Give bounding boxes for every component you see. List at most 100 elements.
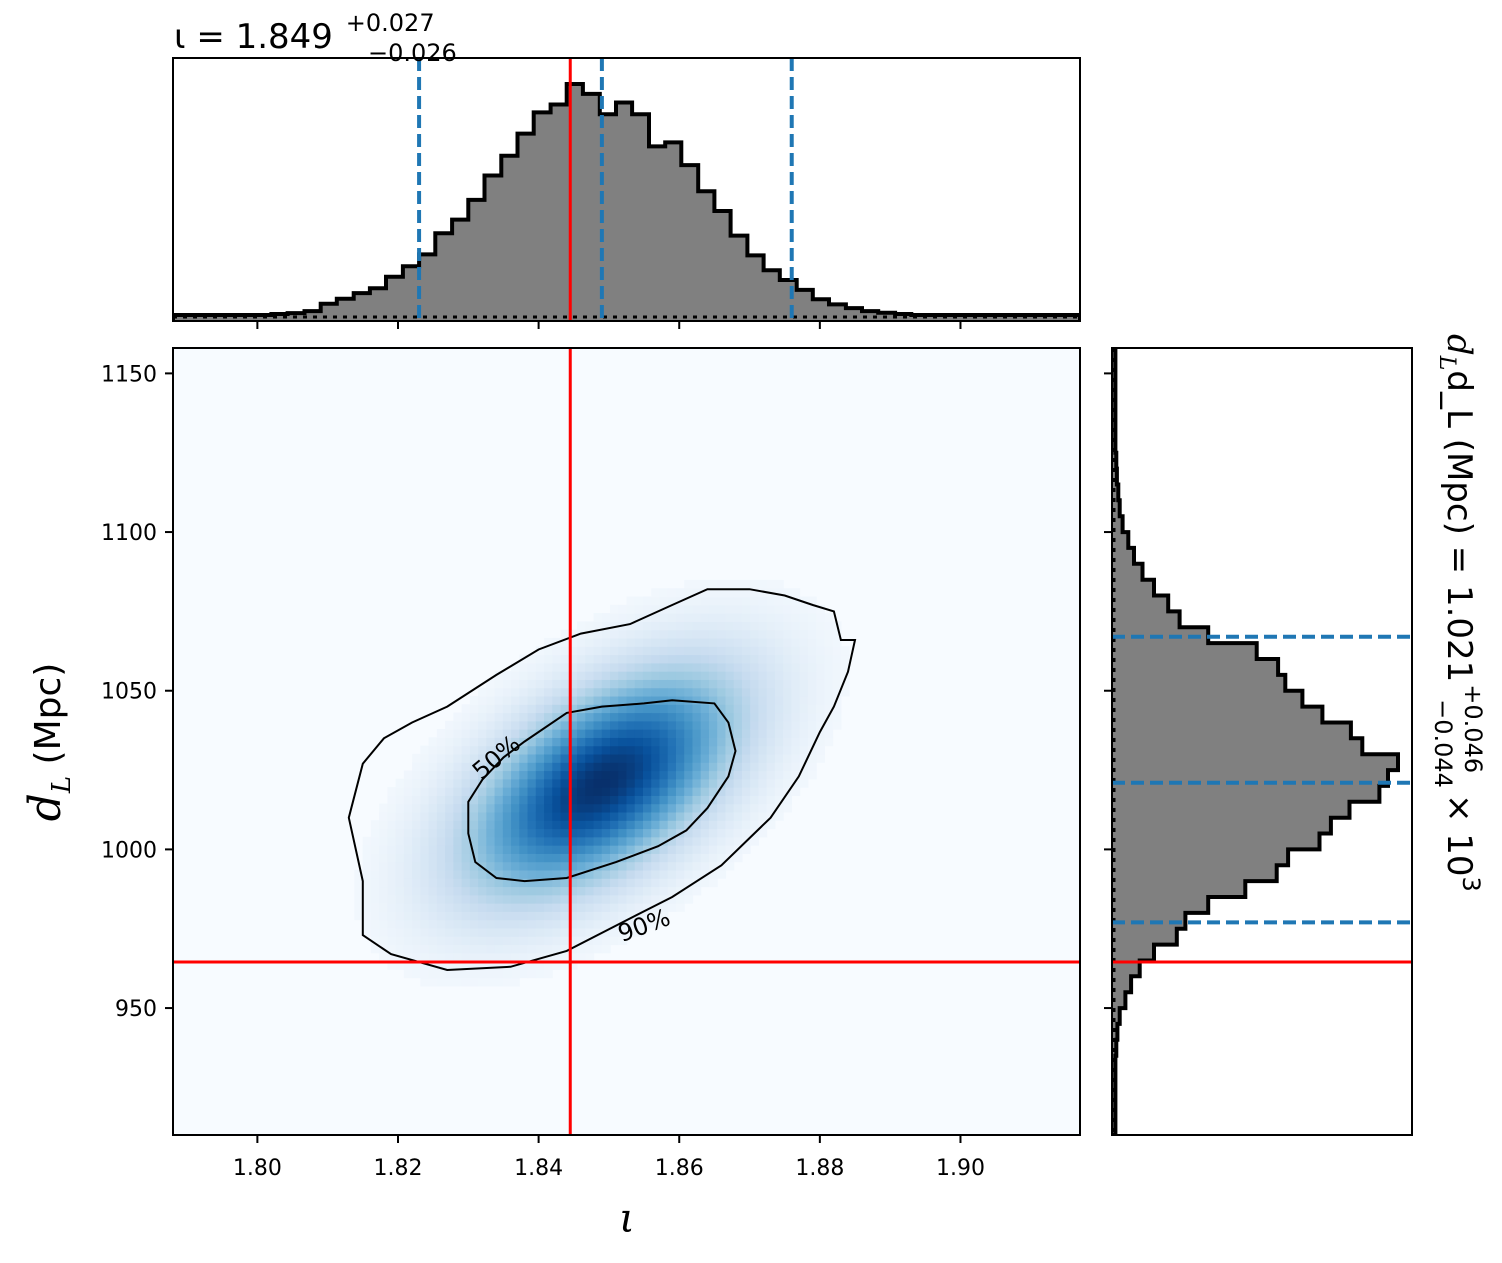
density-cell bbox=[593, 745, 603, 755]
density-cell bbox=[692, 662, 702, 672]
density-cell bbox=[403, 944, 413, 954]
density-cell bbox=[832, 712, 842, 722]
density-cell bbox=[692, 820, 702, 830]
density-cell bbox=[774, 695, 784, 705]
density-cell bbox=[412, 853, 421, 863]
density-cell bbox=[708, 695, 718, 705]
density-cell bbox=[445, 737, 454, 747]
density-cell bbox=[766, 596, 776, 606]
density-cell bbox=[634, 911, 644, 921]
density-cell bbox=[642, 704, 652, 714]
marginal-x-title: ι = 1.849 +0.027 −0.026 bbox=[174, 0, 457, 67]
density-cell bbox=[708, 753, 718, 763]
density-cell bbox=[535, 795, 545, 805]
density-cell bbox=[478, 952, 487, 962]
density-cell bbox=[354, 878, 364, 888]
density-cell bbox=[478, 712, 487, 722]
density-cell bbox=[379, 820, 388, 830]
density-cell bbox=[362, 927, 372, 937]
density-cell bbox=[750, 613, 760, 622]
density-cell bbox=[791, 729, 801, 738]
density-cell bbox=[593, 662, 603, 672]
density-cell bbox=[610, 695, 619, 705]
density-cell bbox=[667, 712, 677, 722]
density-cell bbox=[717, 820, 727, 830]
density-cell bbox=[436, 745, 446, 755]
density-cell bbox=[791, 695, 801, 705]
density-cell bbox=[618, 613, 628, 622]
density-cell bbox=[659, 753, 669, 763]
density-cell bbox=[486, 720, 496, 730]
density-cell bbox=[741, 712, 751, 722]
density-cell bbox=[527, 704, 537, 714]
density-cell bbox=[708, 828, 718, 838]
density-cell bbox=[428, 803, 438, 813]
density-cell bbox=[692, 588, 702, 598]
density-cell bbox=[527, 836, 537, 846]
density-cell bbox=[618, 662, 628, 672]
density-cell bbox=[478, 845, 487, 854]
density-cell bbox=[807, 770, 817, 780]
density-cell bbox=[544, 911, 553, 921]
density-cell bbox=[659, 613, 669, 622]
density-cell bbox=[469, 869, 479, 879]
density-cell bbox=[379, 952, 388, 962]
density-cell bbox=[634, 811, 644, 821]
density-cell bbox=[618, 811, 628, 821]
density-cell bbox=[766, 720, 776, 730]
density-cell bbox=[412, 770, 421, 780]
density-cell bbox=[618, 853, 628, 863]
density-cell bbox=[420, 894, 430, 904]
density-cell bbox=[783, 729, 793, 738]
density-cell bbox=[824, 654, 834, 664]
density-cell bbox=[370, 845, 380, 854]
density-cell bbox=[807, 671, 817, 680]
density-cell bbox=[758, 762, 768, 772]
density-cell bbox=[461, 836, 471, 846]
density-cell bbox=[618, 795, 628, 805]
density-cell bbox=[436, 820, 446, 830]
density-cell bbox=[379, 811, 388, 821]
density-cell bbox=[750, 695, 760, 705]
density-cell bbox=[412, 961, 421, 970]
density-cell bbox=[717, 579, 727, 589]
density-cell bbox=[593, 621, 603, 631]
density-cell bbox=[618, 654, 628, 664]
density-cell bbox=[791, 762, 801, 772]
density-cell bbox=[519, 845, 529, 854]
density-cell bbox=[379, 878, 388, 888]
density-cell bbox=[651, 604, 661, 614]
density-cell bbox=[684, 795, 694, 805]
density-cell bbox=[774, 737, 784, 747]
density-cell bbox=[700, 720, 710, 730]
density-cell bbox=[494, 886, 504, 896]
density-cell bbox=[544, 662, 553, 672]
density-cell bbox=[675, 671, 685, 680]
density-cell bbox=[502, 961, 512, 970]
density-cell bbox=[610, 637, 619, 647]
density-cell bbox=[494, 704, 504, 714]
density-cell bbox=[486, 836, 496, 846]
density-cell bbox=[642, 753, 652, 763]
density-cell bbox=[560, 861, 570, 871]
density-cell bbox=[610, 679, 619, 689]
density-cell bbox=[733, 729, 743, 738]
density-cell bbox=[610, 654, 619, 664]
density-cell bbox=[428, 753, 438, 763]
marginal-x-histogram bbox=[173, 82, 1080, 321]
density-cell bbox=[519, 662, 529, 672]
density-cell bbox=[700, 803, 710, 813]
density-cell bbox=[741, 778, 751, 788]
density-cell bbox=[593, 811, 603, 821]
density-cell bbox=[758, 604, 768, 614]
density-cell bbox=[667, 737, 677, 747]
density-cell bbox=[560, 911, 570, 921]
density-cell bbox=[758, 596, 768, 606]
density-cell bbox=[791, 646, 801, 656]
density-cell bbox=[511, 952, 520, 962]
x-tick-label: 1.88 bbox=[795, 1156, 844, 1181]
density-cell bbox=[618, 803, 628, 813]
density-cell bbox=[708, 621, 718, 631]
density-cell bbox=[675, 745, 685, 755]
